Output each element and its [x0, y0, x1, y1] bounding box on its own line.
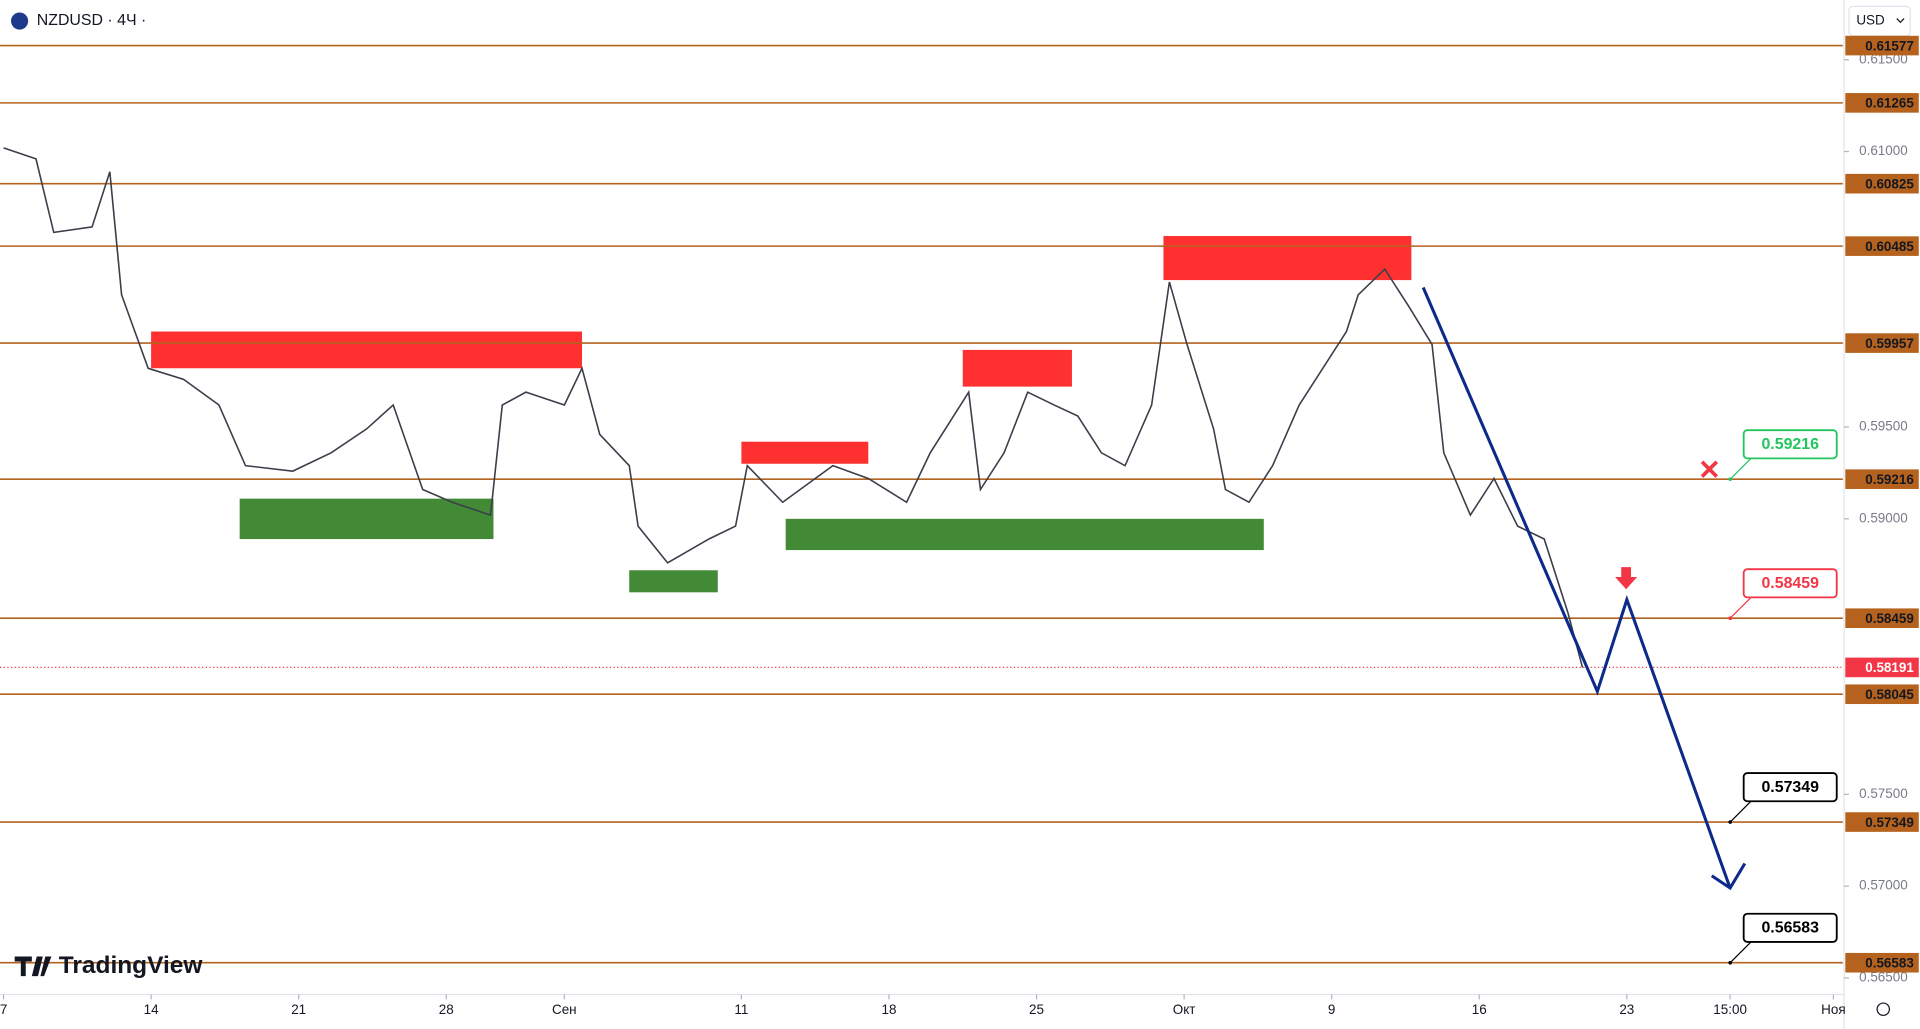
callout-box [1742, 772, 1838, 803]
callout-connector [1729, 800, 1752, 823]
y-tick-label: 0.59500 [1859, 419, 1908, 434]
sell-arrow [1615, 567, 1638, 590]
x-tick-label: 7 [0, 1002, 7, 1017]
y-tick-label: 0.56500 [1859, 970, 1908, 985]
callout-anchor [1728, 616, 1733, 621]
level-axis-box [1845, 173, 1919, 194]
zone [151, 331, 583, 369]
level-axis-label: 0.61577 [1865, 38, 1914, 53]
level-axis-box [1845, 93, 1919, 113]
level-axis-label: 0.56583 [1865, 956, 1914, 971]
callout-anchor [1728, 820, 1733, 824]
x-tick-label: 11 [734, 1002, 748, 1017]
brand-name: TradingView [59, 952, 204, 979]
callout-label: 0.57349 [1761, 779, 1819, 796]
level-axis-label: 0.58459 [1865, 611, 1914, 626]
symbol-title[interactable]: NZDUSD · 4Ч · [37, 12, 147, 29]
level-axis-label: 0.60485 [1865, 239, 1914, 254]
level-axis-box [1845, 469, 1919, 489]
level-axis-box [1845, 333, 1919, 353]
callout-anchor [1728, 960, 1733, 965]
callout-box [1742, 568, 1838, 599]
zone [629, 570, 718, 593]
y-tick-label: 0.57500 [1859, 786, 1908, 801]
current-price-label: 0.58191 [1865, 660, 1914, 675]
level-axis-box [1845, 608, 1919, 628]
level-axis-label: 0.59216 [1865, 472, 1914, 487]
y-tick-label: 0.59000 [1859, 510, 1908, 525]
level-axis-label: 0.61265 [1865, 96, 1914, 111]
symbol-flag [11, 12, 29, 30]
x-tick-label: 28 [439, 1002, 454, 1017]
callout-connector [1729, 941, 1752, 964]
level-axis-box [1845, 684, 1919, 705]
x-tick-label: 25 [1029, 1002, 1044, 1017]
zone [1163, 236, 1412, 281]
zone [741, 441, 869, 464]
current-price-box [1845, 657, 1919, 678]
projection-path [1421, 286, 1732, 889]
x-tick-label: 14 [144, 1002, 159, 1017]
x-tick-label: Сен [552, 1002, 577, 1017]
plot-area: 0.59216 0.58459 0.57349 0.56583 [0, 44, 1843, 965]
projection-arrowhead [1710, 862, 1747, 891]
x-tick-label: 21 [291, 1002, 306, 1017]
y-tick-label: 0.61000 [1859, 143, 1908, 158]
callout-label: 0.56583 [1761, 920, 1819, 937]
x-tick-label: Окт [1173, 1002, 1196, 1017]
level-axis-box [1845, 952, 1919, 973]
callout-label: 0.58459 [1761, 575, 1819, 592]
zone [239, 498, 494, 540]
level-axis-label: 0.60825 [1865, 176, 1914, 191]
level-axis-label: 0.59957 [1865, 336, 1914, 351]
callout-connector [1729, 457, 1752, 480]
callout-box [1742, 429, 1838, 460]
x-tick-label: Ноя [1821, 1002, 1845, 1017]
currency-button[interactable] [1848, 5, 1911, 37]
x-tick-label: 18 [881, 1002, 896, 1017]
level-axis-label: 0.57349 [1865, 815, 1914, 830]
zone [962, 349, 1072, 387]
zone [785, 518, 1264, 551]
settings-icon[interactable] [1876, 1002, 1890, 1016]
brand-logo: TradingView [14, 952, 204, 979]
brand-icon [14, 956, 52, 977]
y-tick-label: 0.57000 [1859, 878, 1908, 893]
level-axis-box [1845, 35, 1919, 56]
x-tick-label: 15:00 [1713, 1002, 1747, 1017]
cancel-marker [1700, 460, 1719, 478]
callout-anchor [1728, 477, 1733, 482]
level-axis-box [1845, 812, 1919, 832]
callout-connector [1729, 596, 1752, 619]
level-axis-label: 0.58045 [1865, 687, 1914, 702]
callout-box [1742, 912, 1838, 943]
price-line [3, 147, 1584, 668]
callout-label: 0.59216 [1761, 436, 1819, 453]
level-axis-box [1845, 236, 1919, 256]
x-tick-label: 16 [1472, 1002, 1487, 1017]
currency-caret [1896, 18, 1905, 24]
x-tick-label: 23 [1619, 1002, 1634, 1017]
x-tick-label: 9 [1328, 1002, 1335, 1017]
currency-label[interactable]: USD [1856, 13, 1885, 28]
